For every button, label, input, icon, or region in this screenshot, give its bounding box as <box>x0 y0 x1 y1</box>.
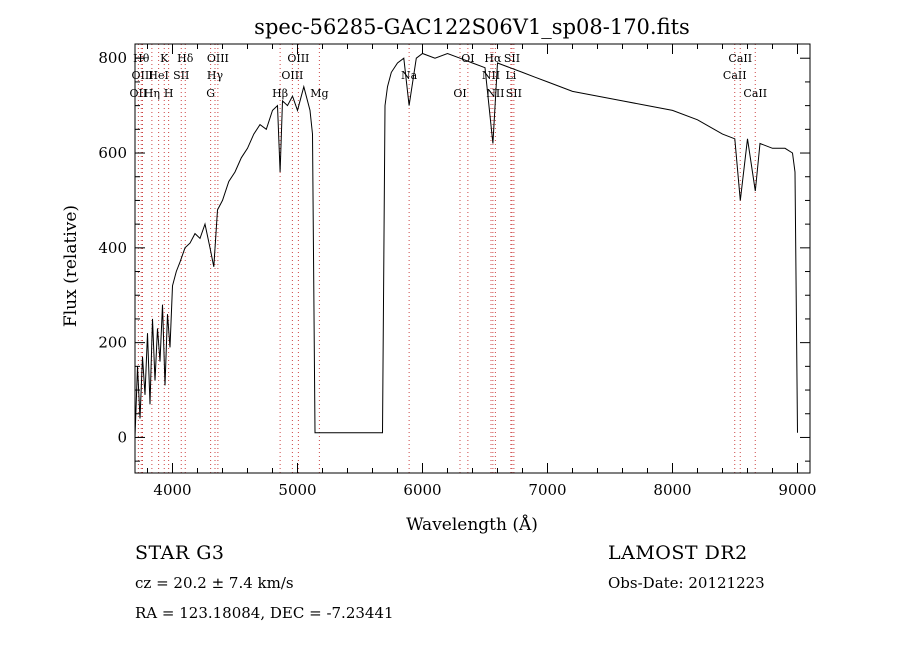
line-marker-label: OI <box>461 52 474 65</box>
observation-date: Obs-Date: 20121223 <box>608 574 765 592</box>
line-marker-label: H <box>164 87 174 100</box>
redshift-text: cz = 20.2 ± 7.4 km/s <box>135 574 294 592</box>
y-tick-label: 800 <box>98 49 127 67</box>
y-tick-label: 200 <box>98 334 127 352</box>
line-marker-label: Hα <box>484 52 502 65</box>
line-marker-label: Na <box>401 69 418 82</box>
x-tick-label: 5000 <box>278 481 316 499</box>
x-tick-label: 6000 <box>403 481 441 499</box>
line-marker-label: OIII <box>287 52 309 65</box>
line-marker-label: Hη <box>144 87 160 100</box>
line-marker-label: HeI <box>148 69 168 82</box>
x-tick-label: 7000 <box>528 481 566 499</box>
y-tick-label: 400 <box>98 239 127 257</box>
y-tick-label: 0 <box>117 428 127 446</box>
line-marker-label: CaII <box>728 52 752 65</box>
survey-name: LAMOST DR2 <box>608 542 748 564</box>
line-marker-label: K <box>160 52 169 65</box>
emission-line-labels: OIIHθOIIIHηHeIKHSIIHδGHγOIIIHβOIIIOIIIMg… <box>130 52 768 100</box>
x-axis-ticks: 4000 5000 6000 7000 8000 9000 <box>147 44 817 499</box>
y-axis-ticks: 0 200 400 600 800 <box>98 49 810 462</box>
line-marker-label: OIII <box>131 69 153 82</box>
line-marker-label: CaII <box>723 69 747 82</box>
spectrum-chart: spec-56285-GAC122S06V1_sp08-170.fits OII… <box>61 15 817 535</box>
line-marker-label: SII <box>506 87 522 100</box>
line-marker-label: SII <box>173 69 189 82</box>
x-tick-label: 4000 <box>153 481 191 499</box>
line-marker-label: Hδ <box>177 52 194 65</box>
coordinates-text: RA = 123.18084, DEC = -7.23441 <box>135 604 394 622</box>
chart-title: spec-56285-GAC122S06V1_sp08-170.fits <box>254 15 690 39</box>
y-tick-label: 600 <box>98 144 127 162</box>
line-marker-label: OII <box>130 87 148 100</box>
line-marker-label: Li <box>505 69 516 82</box>
x-tick-label: 8000 <box>653 481 691 499</box>
spectrum-line <box>134 52 798 438</box>
classification-text: STAR G3 <box>135 542 225 564</box>
line-marker-label: Mg <box>310 87 328 100</box>
line-marker-label: OI <box>453 87 466 100</box>
line-marker-label: SII <box>504 52 520 65</box>
line-marker-label: OIII <box>281 69 303 82</box>
line-marker-label: Hγ <box>207 69 224 82</box>
plot-frame <box>134 43 811 474</box>
y-axis-label: Flux (relative) <box>61 205 81 327</box>
line-marker-label: Hβ <box>272 87 288 100</box>
x-tick-label: 9000 <box>778 481 816 499</box>
x-axis-label: Wavelength (Å) <box>406 514 538 535</box>
line-marker-label: G <box>206 87 215 100</box>
line-marker-label: CaII <box>743 87 767 100</box>
line-marker-label: OIII <box>207 52 229 65</box>
